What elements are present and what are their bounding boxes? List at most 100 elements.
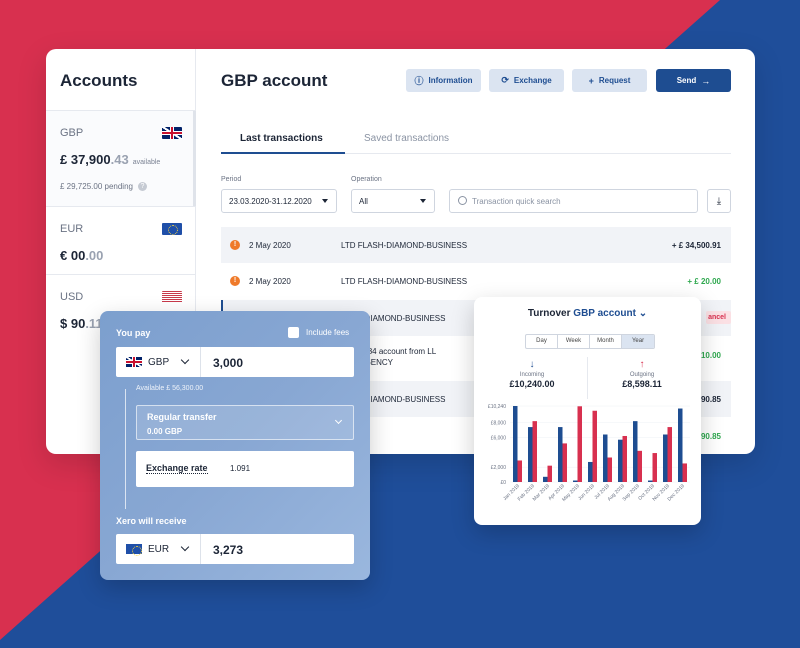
tab-last-transactions[interactable]: Last transactions <box>240 133 323 144</box>
arrow-up-icon: ↑ <box>639 359 645 370</box>
y-tick-label: £0 <box>500 480 506 486</box>
bar-outgoing <box>547 465 552 482</box>
exchange-rate-value: 1.091 <box>230 464 251 473</box>
transaction-tabs: Last transactions Saved transactions <box>221 129 731 154</box>
available-balance: Available £ 56,300.00 <box>136 385 204 392</box>
bar-outgoing <box>607 457 612 482</box>
exchange-rate-label: Exchange rate <box>146 463 208 474</box>
chevron-down-icon <box>180 355 190 365</box>
x-tick-label: Jun 2019 <box>577 483 596 502</box>
incoming-stat: ↓ Incoming £10,240.00 <box>482 359 582 389</box>
bar-incoming <box>678 408 683 482</box>
include-fees-checkbox[interactable] <box>288 327 299 338</box>
chevron-down-icon <box>180 542 190 552</box>
bar-incoming <box>558 427 563 482</box>
sidebar-title: Accounts <box>60 71 138 90</box>
active-tab-indicator <box>221 152 345 154</box>
account-balance: £ 37,900.43 available <box>60 152 161 167</box>
exchange-icon: ⟳ <box>501 75 509 85</box>
turnover-widget: Turnover GBP account ⌄ Day Week Month Ye… <box>474 297 701 525</box>
to-currency-select[interactable]: EUR <box>116 534 201 564</box>
download-icon: ⤓ <box>716 195 722 207</box>
bar-incoming <box>573 480 578 482</box>
arrow-down-icon: ↓ <box>529 359 535 370</box>
outgoing-stat: ↑ Outgoing £8,598.11 <box>592 359 692 389</box>
caret-down-icon <box>322 199 328 203</box>
account-balance: € 00.00 <box>60 248 104 263</box>
cancel-button[interactable]: ancel <box>706 311 731 324</box>
account-currency: GBP <box>60 127 84 139</box>
receive-amount-value[interactable]: 3,273 <box>213 543 244 557</box>
you-pay-label: You pay <box>116 328 151 338</box>
bar-outgoing <box>637 450 642 482</box>
bar-incoming <box>618 439 623 482</box>
bar-incoming <box>588 461 593 482</box>
eu-flag-icon <box>162 223 182 235</box>
period-week[interactable]: Week <box>558 335 590 348</box>
info-icon: ⓘ <box>414 76 424 86</box>
bar-outgoing <box>532 421 537 482</box>
bar-outgoing <box>562 443 567 482</box>
bar-incoming <box>648 480 653 482</box>
account-item-gbp[interactable]: GBP £ 37,900.43 available £ 29,725.00 pen… <box>46 110 196 206</box>
chevron-down-icon <box>334 416 343 425</box>
uk-flag-icon <box>126 357 142 367</box>
period-switch: Day Week Month Year <box>525 334 655 349</box>
period-select[interactable]: 23.03.2020-31.12.2020 <box>221 189 337 213</box>
bar-incoming <box>633 421 638 482</box>
y-tick-label: £8,000 <box>491 421 507 427</box>
bar-outgoing <box>622 435 627 482</box>
send-button[interactable]: Send → <box>656 69 731 92</box>
period-day[interactable]: Day <box>526 335 558 348</box>
turnover-title[interactable]: Turnover GBP account ⌄ <box>527 308 648 319</box>
us-flag-icon <box>162 291 182 303</box>
y-tick-label: £2,000 <box>491 465 507 471</box>
account-item-eur[interactable]: EUR € 00.00 <box>46 206 196 274</box>
eu-flag-icon <box>126 544 142 556</box>
bar-incoming <box>513 406 518 482</box>
plus-icon: + <box>588 75 594 86</box>
receive-amount-field[interactable]: EUR 3,273 <box>116 534 354 564</box>
accounts-sidebar: Accounts GBP £ 37,900.43 available £ 29,7… <box>46 49 196 454</box>
table-row[interactable]: ! 2 May 2020 LTD FLASH-DIAMOND-BUSINESS … <box>221 263 731 299</box>
include-fees-label: Include fees <box>306 328 350 337</box>
bar-outgoing <box>667 427 672 482</box>
bar-incoming <box>603 434 608 482</box>
account-item-usd[interactable]: USD $ 90.11 <box>46 274 196 342</box>
warning-icon: ! <box>230 240 240 250</box>
transfer-type-select[interactable]: Regular transfer 0.00 GBP <box>136 405 354 440</box>
search-icon <box>458 196 467 205</box>
exchange-widget: You pay Include fees GBP 3,000 Available… <box>100 311 370 580</box>
period-year[interactable]: Year <box>622 335 654 348</box>
from-currency-select[interactable]: GBP <box>116 347 201 377</box>
operation-select[interactable]: All <box>351 189 435 213</box>
bar-outgoing <box>682 463 687 482</box>
y-tick-label: £6,000 <box>491 435 507 441</box>
pay-amount-value[interactable]: 3,000 <box>213 356 244 370</box>
account-currency: USD <box>60 291 84 303</box>
exchange-button[interactable]: ⟳ Exchange <box>489 69 564 92</box>
bar-outgoing <box>652 453 657 482</box>
pending-amount: £ 29,725.00 pending? <box>60 182 147 192</box>
period-month[interactable]: Month <box>590 335 622 348</box>
request-button[interactable]: + Request <box>572 69 647 92</box>
account-balance: $ 90.11 <box>60 316 103 331</box>
download-button[interactable]: ⤓ <box>707 189 731 213</box>
bar-incoming <box>663 434 668 482</box>
search-input[interactable]: Transaction quick search <box>449 189 698 213</box>
tab-saved-transactions[interactable]: Saved transactions <box>364 133 450 144</box>
table-row[interactable]: ! 2 May 2020 LTD FLASH-DIAMOND-BUSINESS … <box>221 227 731 263</box>
arrow-right-icon: → <box>701 75 711 86</box>
bar-outgoing <box>592 410 597 482</box>
flow-line <box>125 389 126 509</box>
bar-incoming <box>528 427 533 482</box>
y-tick-label: £10,240 <box>488 404 506 410</box>
bar-incoming <box>543 476 548 482</box>
account-currency: EUR <box>60 223 84 235</box>
help-icon[interactable]: ? <box>137 182 147 192</box>
pay-amount-field[interactable]: GBP 3,000 <box>116 347 354 377</box>
information-button[interactable]: ⓘ Information <box>406 69 481 92</box>
page-title: GBP account <box>221 71 328 90</box>
caret-down-icon <box>420 199 426 203</box>
